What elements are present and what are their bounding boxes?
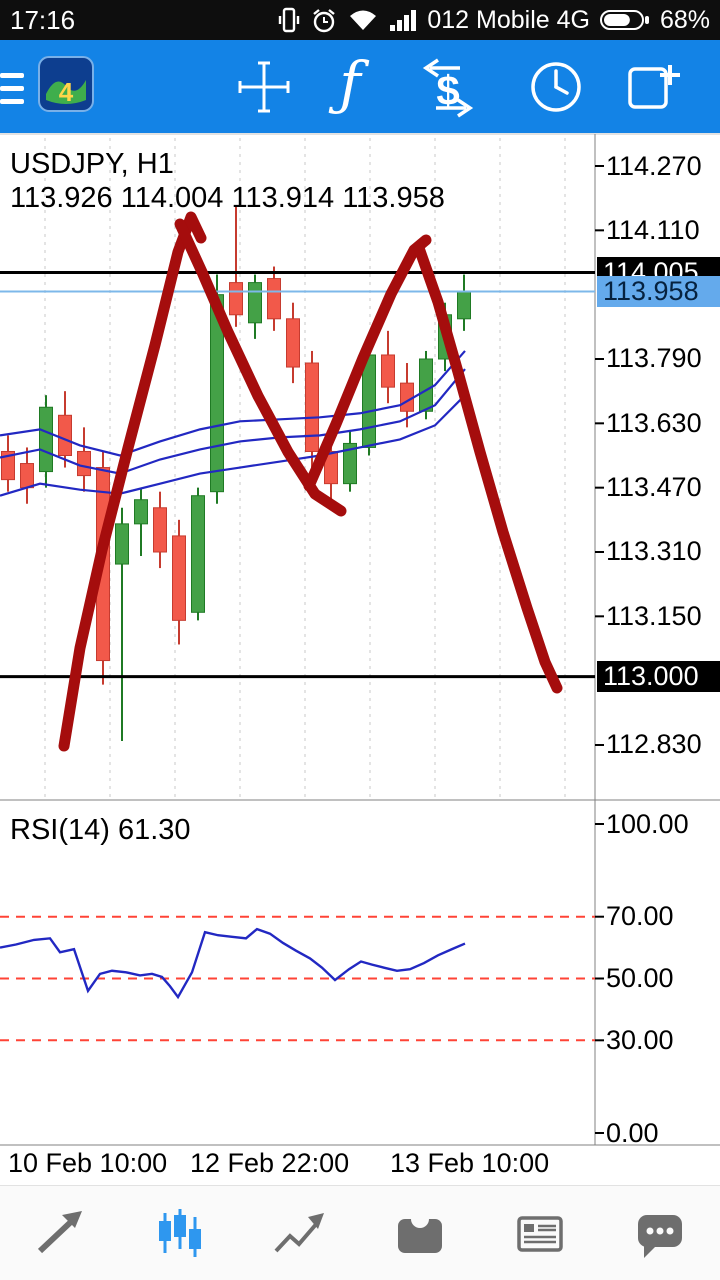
chat-bubble-icon <box>638 1215 682 1258</box>
svg-text:4: 4 <box>59 77 74 107</box>
clock-icon[interactable] <box>524 55 588 119</box>
status-bar: 17:16 012 Mobile 4G 68% <box>0 0 720 40</box>
toolbar-actions: ƒ $ <box>200 55 720 119</box>
bottom-nav <box>0 1185 720 1280</box>
vibrate-icon <box>279 7 300 33</box>
nav-history-button[interactable] <box>360 1186 480 1280</box>
news-icon <box>517 1216 563 1252</box>
menu-icon[interactable] <box>0 57 28 117</box>
status-time: 17:16 <box>10 4 76 35</box>
exchange-icon[interactable]: $ <box>406 55 490 119</box>
status-icons: 012 Mobile 4G 68% <box>277 5 710 35</box>
app-toolbar: 4 ƒ $ <box>0 40 720 133</box>
wifi-icon <box>350 10 377 30</box>
signal-icon <box>390 10 417 31</box>
nav-messages-button[interactable] <box>600 1186 720 1280</box>
battery-percent: 68% <box>659 5 710 34</box>
charts-candles-icon <box>159 1209 201 1257</box>
ohlc-label: 113.926 114.004 113.914 113.958 <box>10 182 445 214</box>
rsi-indicator-label: RSI(14) 61.30 <box>10 814 191 846</box>
history-tray-icon <box>398 1210 442 1253</box>
app-logo[interactable]: 4 <box>38 56 94 117</box>
carrier-label: 012 Mobile 4G <box>427 5 590 34</box>
nav-charts-button[interactable] <box>120 1186 240 1280</box>
svg-text:$: $ <box>436 67 459 114</box>
quotes-trend-icon <box>37 1211 82 1254</box>
crosshair-icon[interactable] <box>234 57 294 117</box>
mt4-logo-icon: 4 <box>38 56 94 112</box>
battery-icon <box>599 10 649 30</box>
indicators-icon[interactable]: ƒ <box>328 55 372 119</box>
nav-news-button[interactable] <box>480 1186 600 1280</box>
nav-trade-button[interactable] <box>240 1186 360 1280</box>
alarm-icon <box>313 9 336 33</box>
symbol-label: USDJPY, H1 <box>10 148 174 180</box>
trade-line-icon <box>274 1213 324 1253</box>
new-order-icon[interactable] <box>622 55 686 119</box>
nav-quotes-button[interactable] <box>0 1186 120 1280</box>
